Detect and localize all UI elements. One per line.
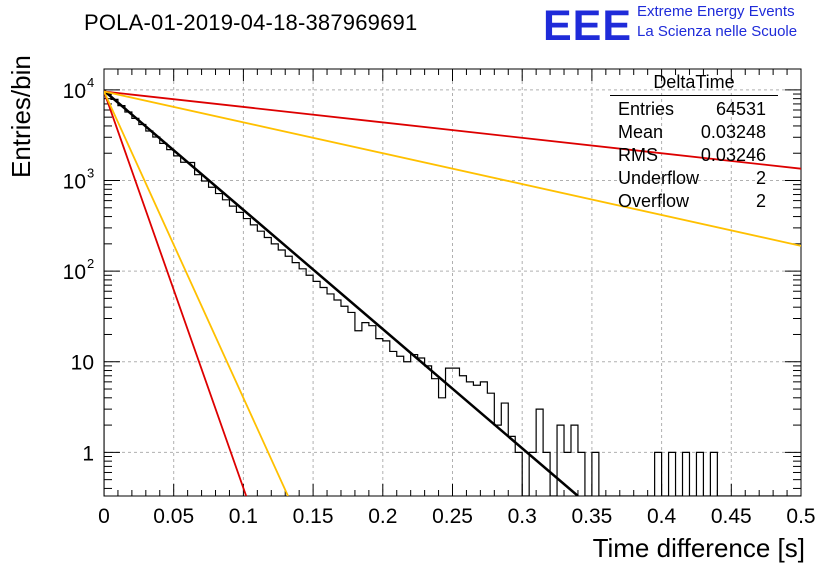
stats-box: DeltaTime Entries 64531 Mean 0.03248 RMS… [610, 72, 778, 213]
y-tick-exponent: 3 [87, 166, 94, 181]
fit-curve-2 [104, 90, 801, 170]
eee-logo-mark: EEE [543, 2, 633, 50]
stats-row-entries: Entries 64531 [610, 98, 778, 121]
chart-title: POLA-01-2019-04-18-387969691 [84, 10, 418, 35]
x-tick-label: 0.5 [786, 505, 815, 528]
y-tick-label: 10 [71, 352, 94, 375]
stats-value: 0.03248 [700, 122, 766, 142]
x-tick-label: 0.05 [153, 505, 194, 528]
y-tick-exponent: 4 [87, 75, 94, 90]
x-tick-label: 0.3 [508, 505, 537, 528]
stats-label: RMS [618, 145, 658, 165]
x-axis-label: Time difference [s] [592, 533, 805, 563]
stats-row-underflow: Underflow 2 [610, 167, 778, 190]
histogram-deltatime [104, 92, 801, 496]
x-tick-label: 0.25 [432, 505, 473, 528]
stats-value: 64531 [715, 99, 766, 119]
x-tick-label: 0.15 [293, 505, 334, 528]
y-tick-label: 1 [82, 442, 94, 465]
stats-row-rms: RMS 0.03246 [610, 144, 778, 167]
y-tick-label: 10 [63, 261, 86, 284]
stats-label: Mean [618, 122, 664, 142]
stats-label: Underflow [618, 168, 700, 188]
y-tick-label: 10 [63, 171, 86, 194]
stats-value: 2 [755, 191, 766, 211]
x-tick-label: 0 [98, 505, 110, 528]
x-tick-label: 0.35 [571, 505, 612, 528]
fit-curve-3 [104, 90, 801, 247]
x-tick-label: 0.4 [647, 505, 677, 528]
x-tick-label: 0.45 [711, 505, 752, 528]
y-tick-label: 10 [63, 80, 86, 103]
stats-header: DeltaTime [610, 72, 778, 96]
logo-line-2: La Scienza nelle Scuole [637, 23, 798, 40]
stats-label: Overflow [618, 191, 690, 211]
stats-label: Entries [618, 99, 675, 119]
y-tick-exponent: 2 [87, 256, 94, 271]
fit-curve-4 [104, 91, 248, 496]
stats-row-mean: Mean 0.03248 [610, 121, 778, 144]
stats-row-overflow: Overflow 2 [610, 190, 778, 213]
x-tick-label: 0.1 [229, 505, 258, 528]
stats-value: 0.03246 [700, 145, 766, 165]
logo-line-1: Extreme Energy Events [637, 3, 795, 20]
fit-curve-5 [104, 91, 289, 496]
fit-curve-1 [104, 89, 579, 496]
stats-value: 2 [755, 168, 766, 188]
x-tick-label: 0.2 [368, 505, 397, 528]
